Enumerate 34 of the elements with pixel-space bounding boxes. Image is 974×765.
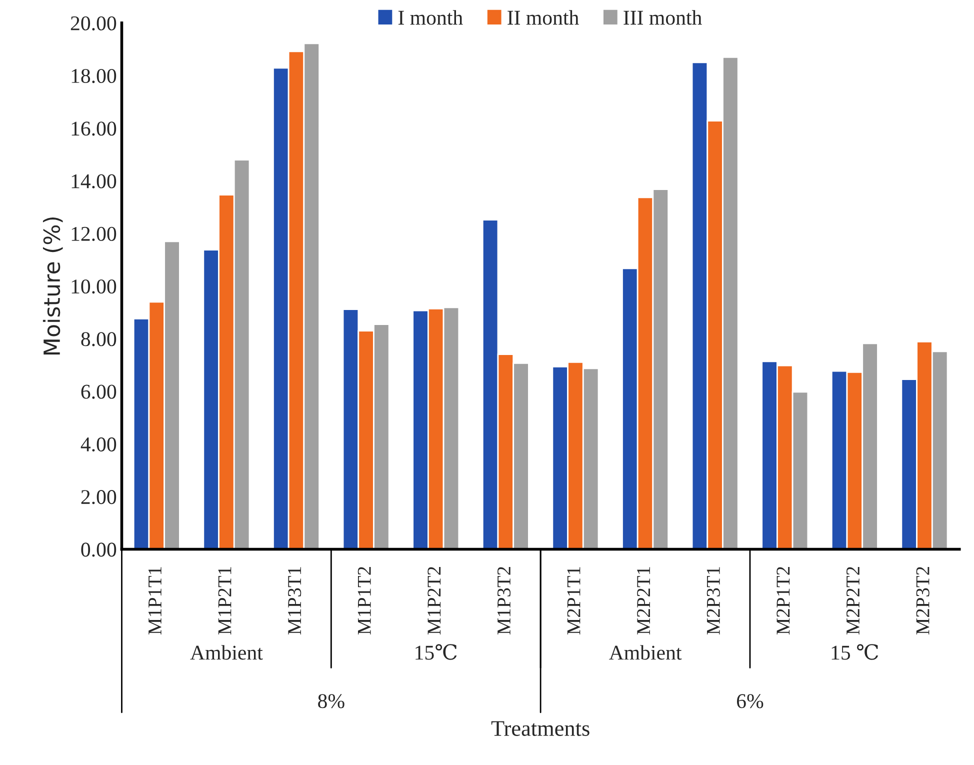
x-tick-label: M2P2T1 [637,567,650,635]
x-tick-label: M1P3T1 [288,567,302,635]
x-tick-label: M2P1T1 [567,567,580,635]
text: Ambient [609,645,682,660]
text: 6% [736,694,764,708]
legend-label: III month [624,10,702,25]
y-tick-label: 8.00 [81,332,116,346]
text: 8% [318,694,344,708]
y-tick-label: 2.00 [81,490,116,504]
x-tick-label: M2P2T2 [846,567,860,635]
y-tick-label: 0.00 [81,542,116,557]
legend-label: II month [508,10,579,25]
x-tick-label: M2P3T2 [916,567,930,635]
text: 15℃ [416,644,457,660]
y-tick-label: 18.00 [72,68,116,84]
x-tick-label: M1P1T2 [358,567,371,635]
text: Ambient [190,645,263,660]
y-tick-label: 16.00 [72,122,116,136]
x-tick-label: M1P2T1 [218,567,232,635]
y-tick-label: 12.00 [72,226,116,241]
y-tick-label: 10.00 [72,279,116,294]
x-tick-label: M2P3T1 [706,567,720,635]
x-tick-label: M1P3T2 [497,567,511,635]
y-tick-label: 6.00 [81,384,116,399]
y-tick-label: 20.00 [70,16,116,30]
x-axis-title: Treatments [491,721,590,736]
y-axis-title: Moisture (%) [42,217,63,354]
x-tick-label: M1P2T2 [428,567,441,635]
y-tick-label: 14.00 [72,174,116,188]
text: 15 ℃ [832,644,878,660]
legend-label: I month [398,10,463,25]
y-tick-label: 4.00 [80,437,116,452]
x-tick-label: M2P1T2 [776,567,790,635]
x-tick-label: M1P1T1 [148,567,162,635]
